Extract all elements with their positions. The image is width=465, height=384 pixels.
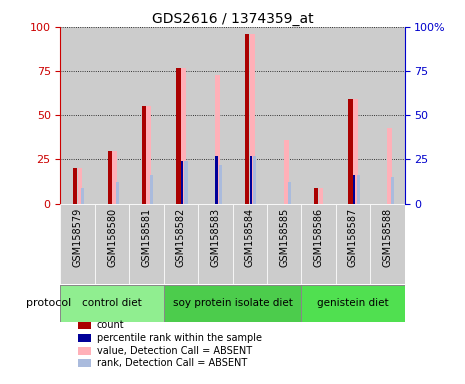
- Bar: [387, 127, 392, 204]
- Text: GSM158584: GSM158584: [245, 207, 255, 266]
- Bar: [357, 175, 359, 204]
- Bar: [301, 204, 336, 284]
- Bar: [370, 204, 405, 284]
- Text: GSM158579: GSM158579: [73, 207, 83, 267]
- Text: GSM158582: GSM158582: [176, 207, 186, 267]
- Bar: [219, 165, 222, 204]
- Bar: [164, 27, 198, 204]
- Bar: [116, 182, 119, 204]
- Bar: [78, 347, 92, 355]
- Bar: [181, 161, 183, 204]
- Bar: [198, 27, 232, 204]
- Text: GSM158588: GSM158588: [382, 207, 392, 266]
- Bar: [81, 188, 84, 204]
- Bar: [176, 68, 180, 204]
- Bar: [60, 27, 95, 204]
- Bar: [215, 156, 218, 204]
- Bar: [284, 140, 289, 204]
- Bar: [353, 99, 358, 204]
- Text: count: count: [97, 320, 124, 330]
- Bar: [301, 27, 336, 204]
- Text: rank, Detection Call = ABSENT: rank, Detection Call = ABSENT: [97, 358, 247, 368]
- Bar: [314, 188, 318, 204]
- Bar: [142, 106, 146, 204]
- Bar: [250, 156, 252, 204]
- Bar: [181, 68, 186, 204]
- Bar: [267, 204, 301, 284]
- Text: soy protein isolate diet: soy protein isolate diet: [173, 298, 292, 308]
- Bar: [232, 27, 267, 204]
- Text: GSM158585: GSM158585: [279, 207, 289, 267]
- Bar: [95, 27, 129, 204]
- Bar: [146, 106, 151, 204]
- Bar: [253, 156, 256, 204]
- Bar: [232, 204, 267, 284]
- Title: GDS2616 / 1374359_at: GDS2616 / 1374359_at: [152, 12, 313, 26]
- Text: GSM158586: GSM158586: [313, 207, 324, 266]
- Bar: [250, 34, 254, 204]
- Bar: [60, 285, 164, 321]
- Bar: [267, 27, 301, 204]
- Bar: [164, 204, 198, 284]
- Text: value, Detection Call = ABSENT: value, Detection Call = ABSENT: [97, 346, 252, 356]
- Text: protocol: protocol: [26, 298, 71, 308]
- Bar: [78, 359, 92, 367]
- Bar: [336, 204, 370, 284]
- Bar: [215, 74, 220, 204]
- Bar: [129, 204, 164, 284]
- Text: GSM158580: GSM158580: [107, 207, 117, 266]
- Bar: [348, 99, 352, 204]
- Text: genistein diet: genistein diet: [317, 298, 389, 308]
- Bar: [78, 334, 92, 342]
- Bar: [245, 34, 249, 204]
- Bar: [150, 175, 153, 204]
- Bar: [301, 285, 405, 321]
- Text: percentile rank within the sample: percentile rank within the sample: [97, 333, 262, 343]
- Bar: [185, 161, 187, 204]
- Bar: [107, 151, 112, 204]
- Bar: [336, 27, 370, 204]
- Bar: [78, 321, 92, 329]
- Bar: [319, 188, 323, 204]
- Text: GSM158587: GSM158587: [348, 207, 358, 267]
- Bar: [78, 168, 82, 204]
- Bar: [198, 204, 232, 284]
- Text: control diet: control diet: [82, 298, 142, 308]
- Bar: [73, 168, 77, 204]
- Bar: [129, 27, 164, 204]
- Bar: [60, 204, 95, 284]
- Bar: [164, 285, 301, 321]
- Bar: [391, 177, 394, 204]
- Bar: [95, 204, 129, 284]
- Bar: [112, 151, 117, 204]
- Bar: [353, 175, 355, 204]
- Text: GSM158583: GSM158583: [210, 207, 220, 266]
- Text: GSM158581: GSM158581: [141, 207, 152, 266]
- Bar: [288, 182, 291, 204]
- Bar: [370, 27, 405, 204]
